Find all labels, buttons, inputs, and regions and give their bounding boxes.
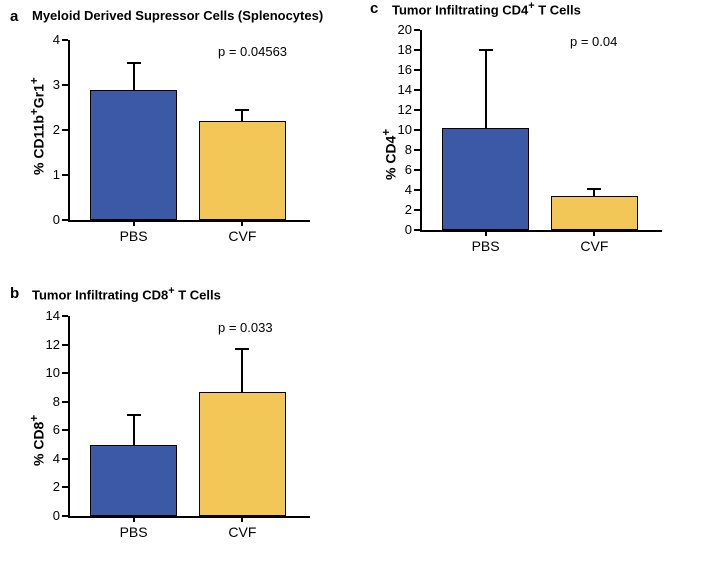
ytick: [62, 84, 68, 86]
ytick-label: 4: [390, 182, 412, 197]
bar-cvf: [199, 121, 285, 220]
category-label: CVF: [212, 228, 272, 244]
errorbar: [241, 110, 243, 121]
ytick: [62, 219, 68, 221]
errorbar: [485, 50, 487, 128]
ytick: [62, 315, 68, 317]
ytick-label: 10: [38, 365, 60, 380]
category-label: PBS: [104, 228, 164, 244]
panel-title-c: Tumor Infiltrating CD4+ T Cells: [392, 0, 581, 17]
errorcap: [235, 348, 249, 350]
ytick-label: 0: [38, 212, 60, 227]
xtick: [593, 230, 595, 236]
ytick: [414, 169, 420, 171]
ytick: [414, 69, 420, 71]
category-label: CVF: [212, 524, 272, 540]
ytick-label: 3: [38, 77, 60, 92]
ytick-label: 8: [390, 142, 412, 157]
xtick: [133, 516, 135, 522]
ytick-label: 6: [38, 422, 60, 437]
ytick: [414, 189, 420, 191]
ytick: [414, 209, 420, 211]
errorcap: [587, 188, 601, 190]
panel-title-a: Myeloid Derived Supressor Cells (Splenoc…: [32, 8, 323, 23]
category-label: PBS: [104, 524, 164, 540]
xtick: [133, 220, 135, 226]
ytick-label: 12: [38, 337, 60, 352]
errorbar: [241, 349, 243, 392]
errorcap: [479, 49, 493, 51]
ytick: [414, 29, 420, 31]
ytick-label: 20: [390, 22, 412, 37]
ytick-label: 16: [390, 62, 412, 77]
ytick-label: 4: [38, 451, 60, 466]
xtick: [241, 220, 243, 226]
ytick-label: 2: [38, 479, 60, 494]
ytick: [62, 39, 68, 41]
ytick: [414, 89, 420, 91]
ytick-label: 18: [390, 42, 412, 57]
errorbar: [593, 189, 595, 196]
ytick-label: 4: [38, 32, 60, 47]
ytick: [62, 429, 68, 431]
ytick: [62, 486, 68, 488]
errorcap: [235, 109, 249, 111]
errorcap: [127, 414, 141, 416]
errorcap: [127, 62, 141, 64]
bar-cvf: [199, 392, 285, 516]
errorbar: [133, 63, 135, 90]
ytick-label: 14: [390, 82, 412, 97]
ytick: [62, 401, 68, 403]
bar-pbs: [442, 128, 528, 230]
ytick-label: 12: [390, 102, 412, 117]
panel-label-b: b: [10, 285, 19, 302]
bar-pbs: [90, 90, 176, 221]
ytick-label: 8: [38, 394, 60, 409]
ytick: [62, 458, 68, 460]
ytick: [62, 129, 68, 131]
ytick: [62, 372, 68, 374]
xtick: [485, 230, 487, 236]
ytick: [414, 49, 420, 51]
ytick-label: 0: [38, 508, 60, 523]
ytick-label: 1: [38, 167, 60, 182]
ytick: [414, 109, 420, 111]
ytick-label: 10: [390, 122, 412, 137]
ytick-label: 2: [38, 122, 60, 137]
errorbar: [133, 415, 135, 445]
ytick-label: 6: [390, 162, 412, 177]
bar-cvf: [551, 196, 637, 230]
category-label: CVF: [564, 238, 624, 254]
panel-label-a: a: [10, 8, 18, 25]
panel-title-b: Tumor Infiltrating CD8+ T Cells: [32, 285, 221, 302]
ytick: [62, 515, 68, 517]
ytick: [414, 229, 420, 231]
ytick-label: 0: [390, 222, 412, 237]
ytick: [414, 149, 420, 151]
panel-label-c: c: [370, 0, 378, 17]
bar-pbs: [90, 445, 176, 516]
ytick: [62, 344, 68, 346]
ytick-label: 14: [38, 308, 60, 323]
xtick: [241, 516, 243, 522]
ytick-label: 2: [390, 202, 412, 217]
ytick: [414, 129, 420, 131]
category-label: PBS: [456, 238, 516, 254]
ytick: [62, 174, 68, 176]
